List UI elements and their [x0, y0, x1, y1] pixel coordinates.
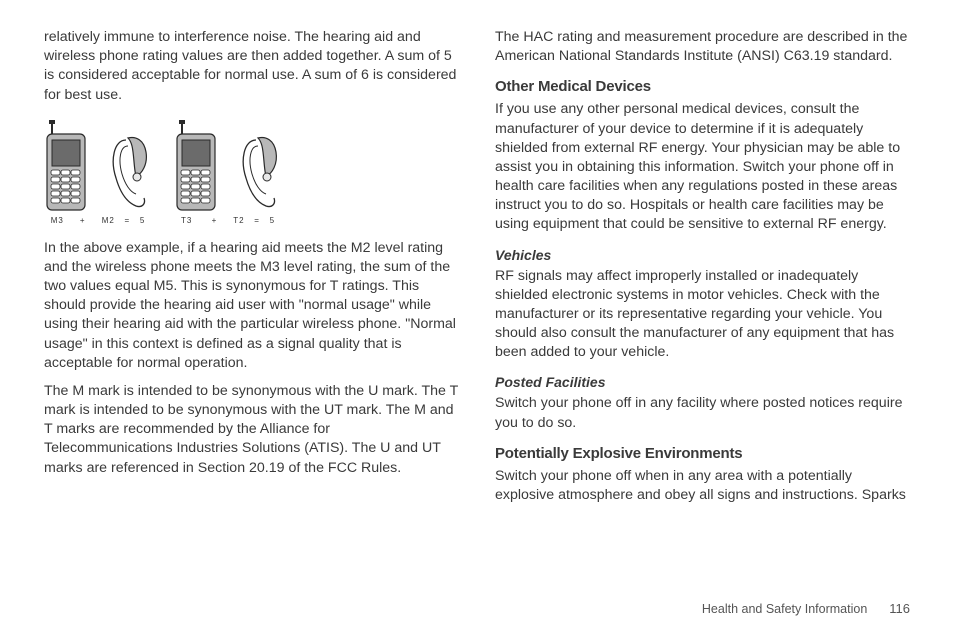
right-column: The HAC rating and measurement procedure…	[495, 28, 910, 595]
diagram-pair-m: M3 + M2 = 5	[44, 120, 152, 225]
diagram-caption: T3 + T2 = 5	[181, 216, 275, 225]
page-number: 116	[889, 601, 910, 616]
paragraph: If you use any other personal medical de…	[495, 100, 910, 234]
heading-other-medical: Other Medical Devices	[495, 78, 910, 95]
phone-icon	[44, 120, 88, 212]
paragraph: Switch your phone off in any facility wh…	[495, 394, 910, 432]
heading-explosive: Potentially Explosive Environments	[495, 445, 910, 462]
diagram-pair-t: T3 + T2 = 5	[174, 120, 282, 225]
paragraph: Switch your phone off when in any area w…	[495, 467, 910, 505]
page-footer: Health and Safety Information 116	[44, 601, 910, 616]
left-column: relatively immune to interference noise.…	[44, 28, 459, 595]
footer-section-title: Health and Safety Information	[702, 602, 867, 616]
paragraph: The HAC rating and measurement procedure…	[495, 28, 910, 66]
diagram-caption: M3 + M2 = 5	[51, 216, 146, 225]
rating-diagram: M3 + M2 = 5	[44, 120, 459, 225]
subheading-posted: Posted Facilities	[495, 374, 910, 390]
phone-icon	[174, 120, 218, 212]
hearing-aid-icon	[236, 134, 282, 212]
paragraph: The M mark is intended to be synonymous …	[44, 382, 459, 478]
subheading-vehicles: Vehicles	[495, 247, 910, 263]
paragraph: RF signals may affect improperly install…	[495, 267, 910, 363]
paragraph: In the above example, if a hearing aid m…	[44, 239, 459, 373]
hearing-aid-icon	[106, 134, 152, 212]
paragraph: relatively immune to interference noise.…	[44, 28, 459, 105]
